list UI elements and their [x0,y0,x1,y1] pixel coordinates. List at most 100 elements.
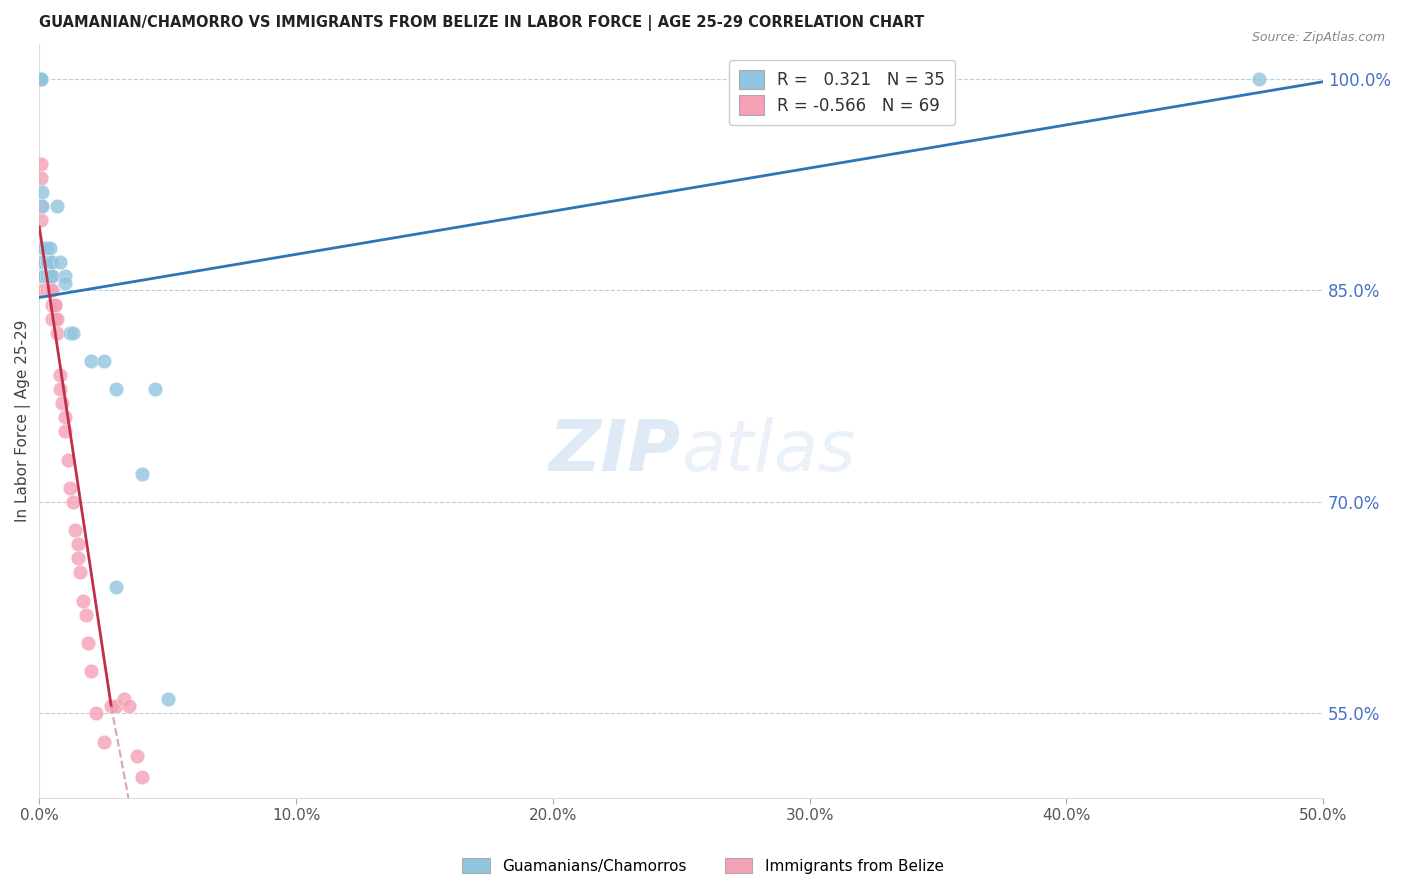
Point [1247,71,1270,86]
Point [31,255,53,269]
Point [53,410,76,425]
Point [156,692,179,706]
Point [46,311,69,326]
Point [30,71,52,86]
Text: Source: ZipAtlas.com: Source: ZipAtlas.com [1251,31,1385,45]
Point [35,255,58,269]
Point [69,566,91,580]
Point [38,269,60,284]
Point [35,269,58,284]
Point [35,241,58,255]
Point [31,185,53,199]
Point [41,269,63,284]
Legend: Guamanians/Chamorros, Immigrants from Belize: Guamanians/Chamorros, Immigrants from Be… [457,852,949,880]
Point [35,284,58,298]
Point [31,241,53,255]
Point [34,284,56,298]
Point [34,255,56,269]
Point [34,269,56,284]
Text: atlas: atlas [682,417,856,485]
Point [131,467,153,481]
Point [51,396,73,410]
Point [38,241,60,255]
Point [41,297,63,311]
Point [30,213,52,227]
Point [79,664,101,678]
Point [44,297,66,311]
Point [31,255,53,269]
Point [35,255,58,269]
Point [118,699,141,714]
Point [112,692,135,706]
Point [31,284,53,298]
Point [31,269,53,284]
Point [79,354,101,368]
Text: GUAMANIAN/CHAMORRO VS IMMIGRANTS FROM BELIZE IN LABOR FORCE | AGE 25-29 CORRELAT: GUAMANIAN/CHAMORRO VS IMMIGRANTS FROM BE… [39,15,925,31]
Point [75,607,97,622]
Point [66,551,89,566]
Point [41,269,63,284]
Point [35,269,58,284]
Point [44,311,66,326]
Point [62,495,84,509]
Point [34,269,56,284]
Point [49,255,72,269]
Point [34,241,56,255]
Point [53,277,76,291]
Point [28,71,51,86]
Point [30,170,52,185]
Point [41,269,63,284]
Point [46,326,69,340]
Point [31,284,53,298]
Point [28,71,51,86]
Point [31,241,53,255]
Point [31,255,53,269]
Point [34,284,56,298]
Point [41,311,63,326]
Point [31,269,53,284]
Point [105,580,128,594]
Point [38,255,60,269]
Point [56,452,79,467]
Point [49,382,72,396]
Point [53,425,76,439]
Point [35,284,58,298]
Point [41,255,63,269]
Point [66,537,89,551]
Point [31,241,53,255]
Point [34,255,56,269]
Point [30,71,52,86]
Point [100,699,122,714]
Y-axis label: In Labor Force | Age 25-29: In Labor Force | Age 25-29 [15,319,31,522]
Point [34,241,56,255]
Point [105,382,128,396]
Point [93,734,115,748]
Point [131,770,153,784]
Point [38,284,60,298]
Point [49,368,72,382]
Point [38,284,60,298]
Point [31,269,53,284]
Point [53,269,76,284]
Point [34,255,56,269]
Point [31,199,53,213]
Point [34,255,56,269]
Point [41,284,63,298]
Point [44,297,66,311]
Point [93,354,115,368]
Point [143,382,166,396]
Point [35,269,58,284]
Point [34,269,56,284]
Point [31,269,53,284]
Point [84,706,107,721]
Point [38,269,60,284]
Point [125,748,148,763]
Point [46,199,69,213]
Point [35,255,58,269]
Point [59,326,82,340]
Point [30,71,52,86]
Text: ZIP: ZIP [548,417,682,485]
Point [38,255,60,269]
Point [62,326,84,340]
Point [65,523,87,537]
